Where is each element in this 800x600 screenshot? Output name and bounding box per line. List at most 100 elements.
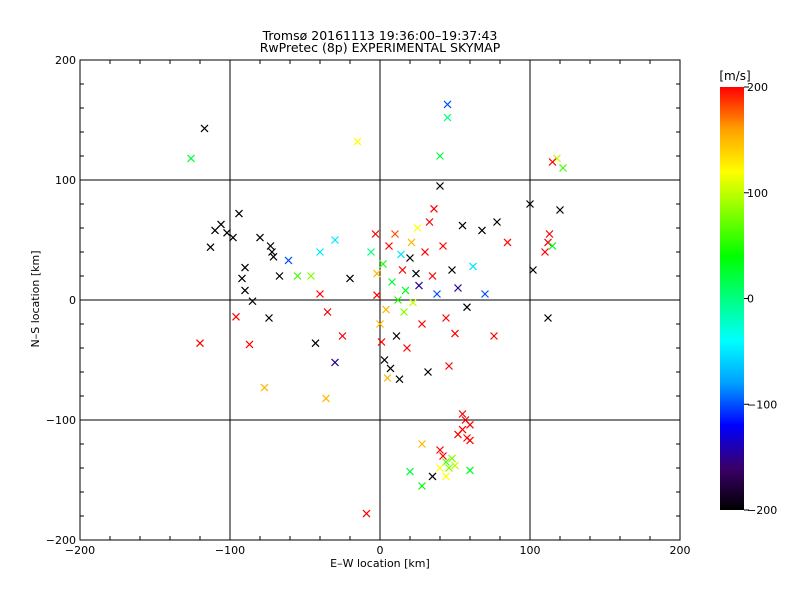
data-point (466, 466, 474, 475)
data-point (241, 286, 249, 295)
data-point (392, 332, 401, 340)
data-point (466, 420, 474, 429)
data-point (436, 182, 444, 190)
data-point (362, 509, 371, 518)
data-point (428, 472, 437, 481)
data-point (541, 248, 549, 256)
data-point (229, 233, 237, 242)
data-point (293, 272, 302, 280)
data-point (413, 224, 422, 232)
data-point (443, 113, 452, 122)
data-point (367, 248, 375, 256)
data-point (383, 374, 392, 382)
data-point (526, 200, 534, 208)
data-point (406, 467, 414, 476)
data-point (409, 298, 417, 307)
x-tick-label: 200 (670, 544, 691, 557)
data-point (458, 410, 467, 418)
data-point (248, 297, 257, 306)
data-point (331, 358, 339, 367)
x-tick-label: 0 (377, 544, 384, 557)
data-point (559, 164, 567, 172)
data-point (316, 290, 324, 298)
data-point (445, 464, 453, 472)
axis-ticks: −200 −100 0 100 200 −200 −100 0 100 200 (46, 54, 691, 557)
data-point (442, 458, 450, 466)
data-point (322, 394, 330, 403)
data-point (200, 124, 209, 133)
data-point (353, 137, 362, 146)
y-tick-label: 0 (69, 294, 76, 307)
x-tick-label: −200 (65, 544, 95, 557)
data-point (241, 263, 249, 272)
data-point (418, 320, 426, 328)
data-point (439, 452, 447, 460)
data-point (548, 242, 557, 250)
x-tick-label: 100 (520, 544, 541, 557)
data-points (187, 100, 567, 518)
data-point (196, 339, 204, 348)
data-point (425, 218, 434, 226)
data-point (331, 236, 339, 244)
data-point (397, 250, 405, 259)
data-point (556, 206, 564, 214)
data-point (211, 226, 219, 235)
data-point (206, 243, 215, 252)
data-point (379, 260, 387, 268)
y-axis-label: N–S location [km] (29, 250, 42, 347)
data-point (436, 152, 444, 160)
data-point (386, 364, 395, 373)
data-point (442, 472, 450, 481)
data-point (376, 320, 384, 328)
data-point (382, 305, 390, 314)
data-point (266, 242, 275, 250)
x-axis-label: E–W location [km] (330, 557, 430, 570)
data-point (394, 296, 402, 304)
y-tick-label: −100 (46, 414, 76, 427)
data-point (395, 375, 404, 384)
data-point (385, 242, 393, 250)
data-point (265, 314, 273, 322)
data-point (275, 272, 284, 280)
data-point (439, 242, 447, 250)
data-point (418, 440, 426, 448)
data-point (223, 228, 231, 237)
colorbar-tick-label: 0 (747, 293, 754, 306)
data-point (548, 158, 557, 166)
data-point (448, 266, 456, 274)
data-point (346, 274, 354, 283)
data-point (454, 430, 462, 439)
data-point (238, 274, 246, 283)
data-point (529, 266, 537, 274)
colorbar-tick-label: 200 (747, 81, 768, 94)
data-point (553, 154, 561, 163)
data-point (442, 314, 450, 322)
data-point (451, 329, 459, 338)
data-point (421, 248, 429, 256)
data-point (493, 218, 501, 226)
data-point (478, 226, 486, 235)
colorbar-label: [m/s] (719, 69, 750, 83)
data-point (445, 362, 453, 370)
data-point (418, 482, 426, 490)
data-point (428, 272, 437, 280)
data-point (412, 269, 420, 278)
data-point (458, 221, 467, 230)
data-point (316, 248, 324, 256)
data-point (463, 303, 471, 312)
data-point (268, 248, 276, 256)
data-point (307, 272, 315, 280)
data-point (403, 344, 411, 352)
data-point (260, 383, 269, 392)
data-point (371, 230, 380, 238)
data-point (451, 461, 459, 470)
data-point (377, 338, 386, 346)
data-point (436, 464, 444, 472)
data-point (481, 290, 489, 298)
data-point (245, 340, 254, 349)
data-point (436, 446, 444, 454)
data-point (401, 286, 410, 295)
grid (80, 60, 680, 540)
data-point (256, 233, 264, 242)
